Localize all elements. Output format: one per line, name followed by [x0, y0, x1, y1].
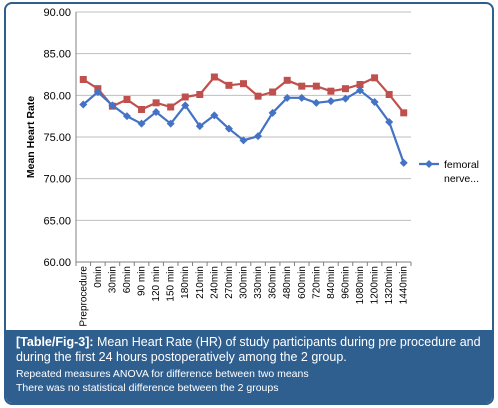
y-tick-label: 65.00: [43, 215, 71, 227]
data-point: [122, 112, 131, 121]
x-tick-label: 1320min: [384, 266, 395, 304]
data-point: [93, 88, 102, 96]
caption-reference: [Table/Fig-3]:: [16, 335, 94, 349]
data-point: [356, 81, 364, 88]
y-tick-label: 60.00: [43, 257, 71, 269]
x-tick-label: 180min: [180, 266, 191, 299]
data-point: [152, 108, 161, 116]
data-point: [370, 98, 379, 106]
x-tick-label: 0min: [93, 266, 104, 288]
y-tick-label: 70.00: [43, 174, 71, 186]
data-point: [210, 111, 219, 120]
x-tick-label: 960min: [340, 266, 351, 299]
data-point: [312, 98, 321, 107]
data-point: [399, 158, 408, 167]
y-tick-label: 90.00: [43, 7, 71, 19]
data-point: [152, 99, 160, 107]
figure-caption: [Table/Fig-3]: Mean Heart Rate (HR) of s…: [6, 330, 492, 403]
figure-frame: 60.00 65.00 70.00 75.00 80.00 85.00 90.00 Prepr…: [4, 2, 494, 405]
caption-text: Mean Heart Rate (HR) of study participan…: [16, 335, 481, 364]
x-tick-label: 150 min: [166, 266, 177, 302]
data-point: [400, 109, 408, 117]
data-point: [166, 119, 175, 128]
data-point: [341, 85, 349, 93]
data-point: [108, 101, 117, 110]
data-point: [195, 122, 204, 131]
data-point: [123, 96, 131, 103]
x-tick-label: 600min: [297, 266, 308, 299]
data-point: [341, 94, 350, 103]
legend-label: femoral: [444, 159, 479, 171]
data-point: [371, 74, 379, 82]
data-point: [326, 97, 335, 106]
x-tick-label: 300min: [239, 266, 250, 299]
data-point: [385, 118, 394, 126]
y-tick-label: 85.00: [43, 49, 71, 61]
data-point: [138, 106, 146, 113]
data-point: [283, 76, 291, 84]
data-point: [269, 88, 277, 96]
x-tick-label: 840min: [326, 266, 337, 299]
x-tick-label: 30min: [107, 266, 118, 293]
data-point: [239, 136, 248, 145]
data-point: [137, 119, 146, 128]
x-tick-label: 360min: [268, 266, 279, 299]
x-tick-label: 90 min: [137, 266, 148, 296]
x-tick-label: 120 min: [151, 266, 162, 302]
data-point: [298, 82, 306, 90]
x-tick-label: 1200min: [370, 266, 381, 304]
x-tick-label: 480min: [282, 266, 293, 299]
data-point: [254, 132, 263, 141]
x-tick-label: 330min: [253, 266, 264, 299]
data-point: [312, 82, 320, 90]
x-tick-label: 240min: [209, 266, 220, 299]
line-chart: 60.00 65.00 70.00 75.00 80.00 85.00 90.00 Prepr…: [25, 7, 479, 327]
caption-note-significance: There was no statistical difference betw…: [16, 382, 279, 394]
data-point: [283, 93, 292, 102]
legend-marker: [425, 160, 433, 168]
legend-label-cont: nerve...: [444, 173, 479, 185]
y-tick-label: 75.00: [43, 132, 71, 144]
data-point: [224, 124, 233, 133]
data-point: [181, 101, 190, 110]
data-point: [210, 73, 218, 81]
y-axis-title: Mean Heart Rate: [25, 96, 37, 178]
x-tick-label: 1440min: [399, 266, 410, 304]
x-tick-label: 1080min: [355, 266, 366, 304]
data-point: [181, 93, 189, 101]
data-point: [254, 92, 262, 100]
caption-main: [Table/Fig-3]: Mean Heart Rate (HR) of s…: [16, 335, 482, 365]
data-point: [268, 108, 277, 117]
data-point: [327, 87, 335, 95]
x-tick-label: 720min: [311, 266, 322, 299]
y-tick-label: 80.00: [43, 90, 71, 102]
data-point: [79, 100, 88, 109]
x-tick-label: Preprocedure: [78, 266, 89, 327]
data-point: [356, 86, 365, 95]
x-tick-label: 270min: [224, 266, 235, 299]
data-point: [196, 91, 204, 98]
data-point: [385, 91, 393, 98]
data-point: [297, 93, 306, 102]
data-point: [240, 80, 247, 88]
x-tick-label: 60min: [122, 266, 133, 293]
x-tick-label: 210min: [195, 266, 206, 299]
data-point: [167, 103, 175, 111]
data-point: [225, 81, 233, 89]
data-point: [79, 76, 87, 83]
caption-note-anova: Repeated measures ANOVA for difference b…: [16, 368, 309, 380]
